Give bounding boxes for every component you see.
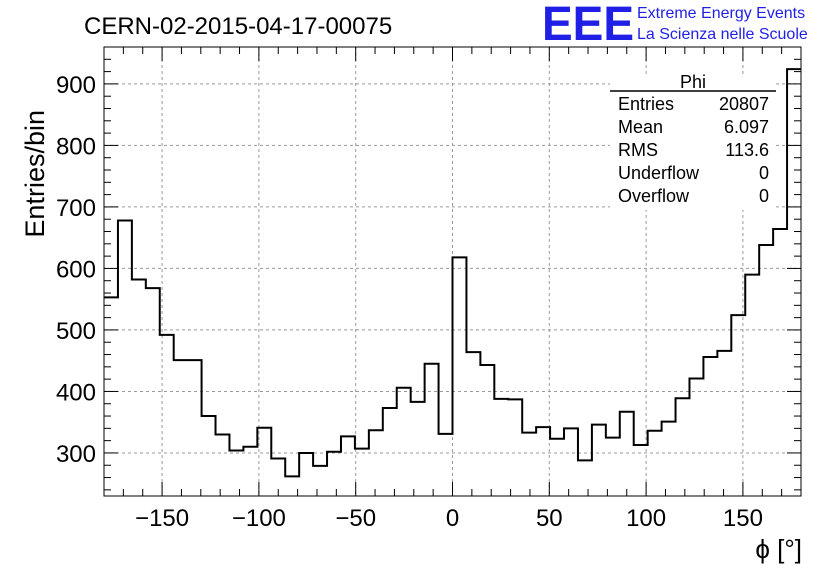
histogram-bin bbox=[689, 379, 703, 496]
stats-title: Phi bbox=[680, 72, 706, 92]
x-tick-label: 150 bbox=[723, 505, 763, 532]
x-tick-label: 0 bbox=[446, 505, 459, 532]
histogram-bin bbox=[188, 360, 202, 496]
histogram-bin bbox=[383, 408, 397, 496]
histogram-bin bbox=[536, 427, 550, 496]
histogram-bin bbox=[132, 279, 146, 496]
y-tick-label: 400 bbox=[56, 379, 96, 406]
org-name-line2: La Scienza nelle Scuole bbox=[637, 26, 808, 43]
run-title: CERN-02-2015-04-17-00075 bbox=[84, 13, 392, 40]
histogram-bin bbox=[118, 220, 132, 496]
histogram-bin bbox=[425, 364, 439, 496]
y-tick-label: 300 bbox=[56, 441, 96, 468]
histogram-bars bbox=[104, 68, 801, 496]
y-tick-label: 600 bbox=[56, 256, 96, 283]
histogram-bin bbox=[717, 351, 731, 496]
histogram-bin bbox=[564, 428, 578, 496]
histogram-bin bbox=[648, 431, 662, 496]
x-tick-label: 50 bbox=[536, 505, 563, 532]
logo-text: EEE bbox=[542, 0, 634, 51]
histogram-outline bbox=[104, 68, 801, 478]
histogram-bin bbox=[243, 447, 257, 496]
histogram-bin bbox=[313, 466, 327, 496]
x-tick-label: −150 bbox=[135, 505, 189, 532]
histogram-bin bbox=[745, 275, 759, 496]
histogram-bin bbox=[229, 450, 243, 496]
histogram-bin bbox=[174, 360, 188, 496]
stats-row-label: Underflow bbox=[618, 163, 700, 183]
eee-logo: EEE Extreme Energy Events La Scienza nel… bbox=[542, 0, 808, 51]
stats-row-label: Entries bbox=[618, 94, 674, 114]
stats-row-label: Mean bbox=[618, 117, 663, 137]
y-axis-label: Entries/bin bbox=[20, 110, 50, 238]
x-axis-label: ϕ [°] bbox=[755, 534, 802, 564]
stats-row-value: 20807 bbox=[719, 94, 769, 114]
stats-rows: Entries 20807 Mean 6.097 RMS 113.6 Underflow 0 O… bbox=[618, 94, 769, 206]
stats-box: Phi Entries 20807 Mean 6.097 RMS 113.6 Underfl… bbox=[610, 72, 776, 210]
histogram-bin bbox=[578, 460, 592, 496]
histogram-bin bbox=[369, 430, 383, 496]
histogram-bin bbox=[299, 453, 313, 496]
histogram-bin bbox=[327, 452, 341, 496]
histogram-bin bbox=[257, 428, 271, 496]
histogram-bin bbox=[676, 398, 690, 496]
y-tick-label: 500 bbox=[56, 318, 96, 345]
histogram-bin bbox=[508, 399, 522, 496]
y-tick-label: 900 bbox=[56, 72, 96, 99]
axis-ticks bbox=[103, 47, 802, 496]
histogram-bin bbox=[480, 365, 494, 496]
histogram-bin bbox=[592, 425, 606, 496]
histogram-bin bbox=[522, 433, 536, 496]
histogram-bin bbox=[202, 416, 216, 496]
histogram-bin bbox=[550, 439, 564, 496]
histogram-bin bbox=[703, 357, 717, 496]
stats-row-value: 6.097 bbox=[724, 117, 769, 137]
histogram-bin bbox=[216, 434, 230, 496]
x-tick-label: −50 bbox=[335, 505, 376, 532]
histogram-bin bbox=[355, 449, 369, 496]
stats-box-background bbox=[610, 74, 776, 210]
stats-row-label: RMS bbox=[618, 140, 658, 160]
stats-row-value: 113.6 bbox=[725, 140, 769, 160]
org-name-line1: Extreme Energy Events bbox=[637, 5, 805, 22]
histogram-bin bbox=[411, 402, 425, 496]
y-tick-label: 700 bbox=[56, 195, 96, 222]
histogram-bin bbox=[104, 297, 118, 496]
stats-row-value: 0 bbox=[759, 163, 769, 183]
stats-row-label: Overflow bbox=[618, 186, 690, 206]
histogram-bin bbox=[397, 388, 411, 496]
stats-row-value: 0 bbox=[759, 186, 769, 206]
histogram-bin bbox=[341, 436, 355, 496]
histogram-bin bbox=[662, 422, 676, 496]
x-tick-label: 100 bbox=[626, 505, 666, 532]
histogram-bin bbox=[439, 434, 453, 496]
histogram-bin bbox=[146, 288, 160, 496]
histogram-bin bbox=[466, 352, 480, 496]
y-tick-label: 800 bbox=[56, 133, 96, 160]
x-tick-label: −100 bbox=[232, 505, 286, 532]
histogram-bin bbox=[494, 399, 508, 496]
histogram-bin bbox=[759, 245, 773, 496]
axis-tick-labels: −150 −100 −50 0 50 100 150 300 400 500 600 700 800 90… bbox=[56, 72, 763, 532]
histogram-bin bbox=[620, 412, 634, 496]
histogram-bin bbox=[773, 229, 787, 496]
histogram-bin bbox=[606, 438, 620, 496]
histogram-bin bbox=[285, 476, 299, 496]
histogram-bin bbox=[453, 257, 467, 496]
